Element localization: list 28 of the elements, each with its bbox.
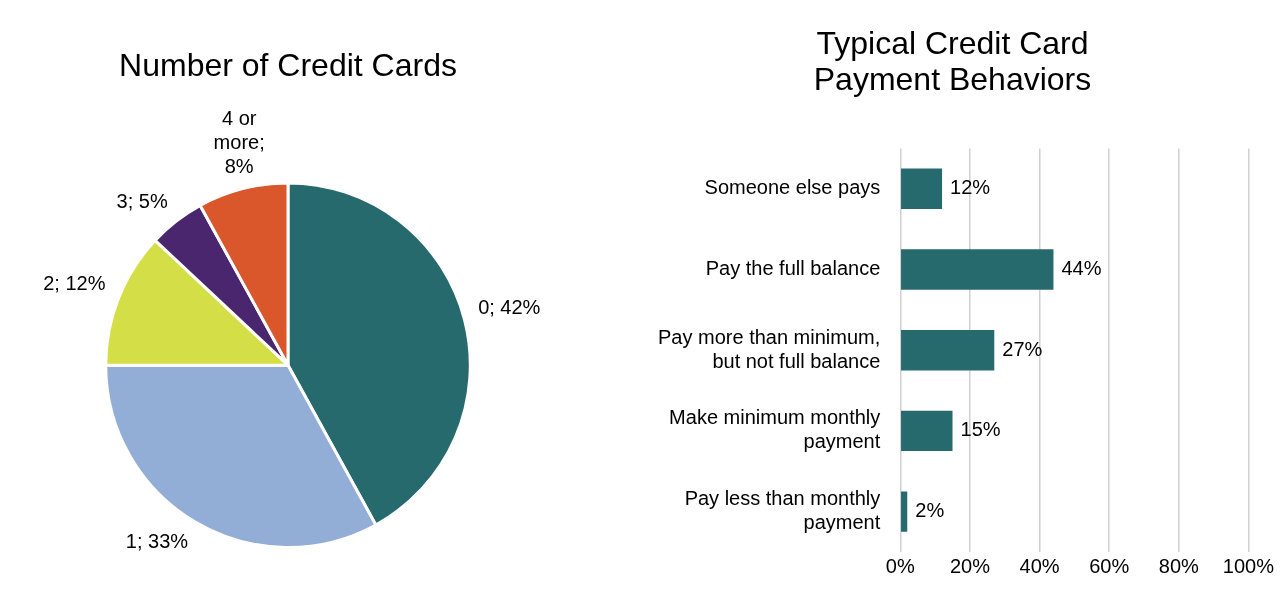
bar [901,410,953,452]
data-label: 27% [1002,337,1043,360]
y-tick-label: Pay more than minimum, but not full balance [658,325,881,372]
chart-title: Typical Credit Card Payment Behaviors [813,25,1092,97]
y-tick-label: Pay less than monthly payment [684,487,881,534]
slice-label: 0; 42% [478,295,541,318]
bar [901,491,908,532]
chart-title: Number of Credit Cards [119,47,457,84]
x-tick-label: 100% [1222,554,1275,577]
data-label: 44% [1061,257,1102,279]
x-tick-label: 80% [1158,554,1200,577]
x-tick-label: 0% [885,554,915,577]
x-tick-label: 60% [1089,554,1130,577]
bar [901,330,995,371]
slice-label: 1; 33% [125,529,189,552]
x-tick-label: 20% [949,554,991,577]
bar [901,249,1054,290]
y-tick-label: Make minimum monthly payment [669,406,881,453]
data-label: 15% [960,418,1001,441]
y-tick-label: Someone else pays [704,176,881,199]
slice-label: 4 or more; 8% [213,106,265,177]
slice-label: 2; 12% [43,272,106,295]
y-tick-label: Pay the full balance [705,257,881,279]
data-label: 12% [950,176,991,199]
bar [901,168,943,209]
x-tick-label: 40% [1019,554,1060,577]
data-label: 2% [915,499,945,522]
slice-label: 3; 5% [116,189,168,212]
